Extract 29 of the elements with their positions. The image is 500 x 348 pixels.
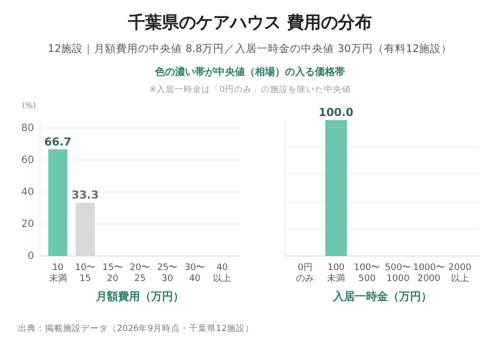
y-tick-label: 0: [28, 251, 34, 262]
x-tick-label: 10未満: [48, 263, 67, 284]
x-tick-label: 500〜1000: [384, 263, 412, 284]
chart-title: 千葉県のケアハウス 費用の分布: [127, 13, 372, 33]
data-label: 100.0: [318, 106, 354, 119]
chart-subtitle: 12施設｜月額費用の中央値 8.8万円／入居一時金の中央値 30万円（有料12施設）: [48, 42, 452, 55]
source-note: 出典：掲載施設データ（2026年9月時点・千葉県12施設）: [18, 323, 254, 334]
x-axis-title: 入居一時金（万円）: [332, 290, 432, 303]
text: 色の濃い帯が中央値（相場）の入る価格帯: [154, 66, 345, 78]
x-tick-label: 30〜40: [184, 263, 206, 284]
x-tick-label: 10〜15: [74, 263, 96, 284]
x-axis-title: 月額費用（万円）: [95, 290, 184, 303]
x-tick-label: 1000〜2000: [412, 263, 445, 284]
data-label: 66.7: [44, 135, 72, 148]
x-tick-label: 0円のみ: [296, 263, 314, 284]
y-tick-label: 20: [21, 219, 34, 230]
x-tick-label: 25〜30: [157, 263, 178, 284]
x-tick-label: 15〜20: [102, 263, 123, 284]
data-label: 33.3: [72, 188, 99, 202]
x-tick-label: 2000以上: [448, 263, 472, 284]
y-tick-label: 40: [21, 187, 34, 198]
y-tick-label: 80: [21, 123, 34, 134]
x-tick-label: 40以上: [213, 263, 232, 284]
x-tick-label: 100〜500: [354, 263, 380, 284]
text: ※入居一時金は「0円のみ」の施設を除いた中央値: [149, 84, 351, 95]
y-tick-label: 60: [21, 155, 34, 166]
x-tick-label: 20〜25: [130, 263, 150, 284]
x-tick-label: 100未満: [327, 263, 346, 284]
y-axis-title: (%): [22, 101, 36, 110]
